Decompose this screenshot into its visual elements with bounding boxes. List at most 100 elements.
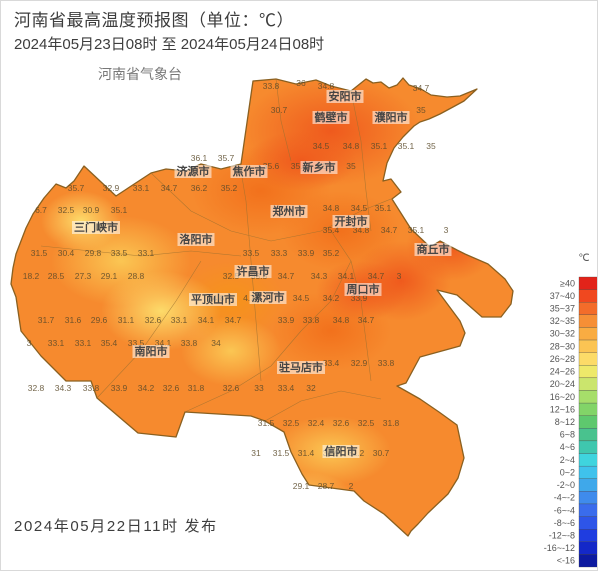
- svg-text:31.7: 31.7: [38, 315, 55, 325]
- svg-text:许昌市: 许昌市: [237, 264, 270, 278]
- svg-text:36.2: 36.2: [191, 183, 208, 193]
- svg-text:33: 33: [254, 383, 264, 393]
- svg-text:27.3: 27.3: [75, 271, 92, 281]
- svg-text:2~4: 2~4: [560, 455, 575, 465]
- svg-text:20~24: 20~24: [550, 379, 575, 389]
- svg-text:-8~-6: -8~-6: [554, 518, 575, 528]
- svg-text:31.8: 31.8: [383, 418, 400, 428]
- svg-text:28.5: 28.5: [48, 271, 65, 281]
- svg-text:33.3: 33.3: [271, 248, 288, 258]
- svg-text:29.1: 29.1: [293, 481, 310, 491]
- svg-text:34.5: 34.5: [351, 203, 368, 213]
- svg-text:28.8: 28.8: [128, 271, 145, 281]
- svg-text:31.4: 31.4: [298, 448, 315, 458]
- svg-text:32.5: 32.5: [58, 205, 75, 215]
- svg-text:35.7: 35.7: [218, 153, 235, 163]
- svg-text:31.8: 31.8: [188, 383, 205, 393]
- svg-text:29.1: 29.1: [101, 271, 118, 281]
- svg-text:三门峡市: 三门峡市: [74, 220, 118, 234]
- svg-text:35.1: 35.1: [371, 141, 388, 151]
- svg-text:33.5: 33.5: [111, 248, 128, 258]
- svg-text:32.8: 32.8: [28, 383, 45, 393]
- svg-text:12~16: 12~16: [550, 404, 575, 414]
- svg-text:35: 35: [416, 105, 426, 115]
- svg-text:2: 2: [349, 481, 354, 491]
- svg-text:29.8: 29.8: [85, 248, 102, 258]
- svg-text:鹤壁市: 鹤壁市: [315, 110, 348, 124]
- svg-text:35: 35: [346, 161, 356, 171]
- svg-text:34.1: 34.1: [338, 271, 355, 281]
- svg-text:34.8: 34.8: [318, 81, 335, 91]
- svg-text:35.7: 35.7: [68, 183, 85, 193]
- svg-text:34.5: 34.5: [293, 293, 310, 303]
- svg-text:35.1: 35.1: [375, 203, 392, 213]
- svg-text:33.1: 33.1: [48, 338, 65, 348]
- svg-text:29.6: 29.6: [91, 315, 108, 325]
- svg-text:33.9: 33.9: [298, 248, 315, 258]
- svg-text:3: 3: [444, 225, 449, 235]
- svg-text:24~26: 24~26: [550, 367, 575, 377]
- svg-text:35: 35: [426, 141, 436, 151]
- svg-text:32.6: 32.6: [163, 383, 180, 393]
- svg-text:34.7: 34.7: [358, 315, 375, 325]
- svg-text:新乡市: 新乡市: [303, 160, 336, 174]
- svg-text:32.6: 32.6: [145, 315, 162, 325]
- svg-text:32.5: 32.5: [358, 418, 375, 428]
- svg-text:≥40: ≥40: [560, 278, 575, 288]
- svg-text:34.8: 34.8: [333, 315, 350, 325]
- svg-text:3: 3: [27, 338, 32, 348]
- svg-text:18.2: 18.2: [23, 271, 40, 281]
- svg-text:33.8: 33.8: [263, 81, 280, 91]
- svg-text:34.7: 34.7: [278, 271, 295, 281]
- svg-text:16~20: 16~20: [550, 392, 575, 402]
- svg-text:31.5: 31.5: [273, 448, 290, 458]
- svg-text:34.7: 34.7: [381, 225, 398, 235]
- svg-text:-12~-8: -12~-8: [549, 530, 575, 540]
- svg-text:31: 31: [251, 448, 261, 458]
- svg-text:30~32: 30~32: [550, 329, 575, 339]
- svg-text:驻马店市: 驻马店市: [279, 360, 323, 374]
- svg-text:漯河市: 漯河市: [252, 290, 285, 304]
- svg-text:33.4: 33.4: [323, 358, 340, 368]
- svg-text:信阳市: 信阳市: [325, 444, 358, 458]
- svg-text:34.1: 34.1: [198, 315, 215, 325]
- svg-text:平顶山市: 平顶山市: [191, 292, 235, 306]
- svg-text:32.4: 32.4: [308, 418, 325, 428]
- svg-text:34.5: 34.5: [313, 141, 330, 151]
- svg-text:33.1: 33.1: [75, 338, 92, 348]
- svg-text:34.2: 34.2: [138, 383, 155, 393]
- svg-text:30.4: 30.4: [58, 248, 75, 258]
- svg-text:周口市: 周口市: [347, 282, 380, 296]
- svg-text:焦作市: 焦作市: [232, 164, 266, 178]
- svg-text:30.7: 30.7: [373, 448, 390, 458]
- svg-text:33.8: 33.8: [303, 315, 320, 325]
- svg-text:4~6: 4~6: [560, 442, 575, 452]
- svg-text:30.9: 30.9: [83, 205, 100, 215]
- svg-text:济源市: 济源市: [177, 164, 210, 178]
- svg-text:32.9: 32.9: [103, 183, 120, 193]
- svg-text:28.7: 28.7: [318, 481, 335, 491]
- svg-text:35.1: 35.1: [398, 141, 415, 151]
- svg-text:33.8: 33.8: [181, 338, 198, 348]
- svg-text:34.7: 34.7: [161, 183, 178, 193]
- svg-text:洛阳市: 洛阳市: [180, 232, 213, 246]
- svg-text:36.1: 36.1: [191, 153, 208, 163]
- svg-text:34.8: 34.8: [323, 203, 340, 213]
- svg-text:34.3: 34.3: [55, 383, 72, 393]
- svg-text:33.4: 33.4: [278, 383, 295, 393]
- svg-text:34.2: 34.2: [323, 293, 340, 303]
- svg-text:37~40: 37~40: [550, 291, 575, 301]
- svg-text:31.5: 31.5: [31, 248, 48, 258]
- svg-text:30.7: 30.7: [271, 105, 288, 115]
- svg-text:32.6: 32.6: [223, 383, 240, 393]
- svg-text:34.3: 34.3: [311, 271, 328, 281]
- svg-text:32.9: 32.9: [351, 358, 368, 368]
- svg-text:商丘市: 商丘市: [417, 242, 450, 256]
- svg-text:35.1: 35.1: [111, 205, 128, 215]
- svg-text:34.7: 34.7: [368, 271, 385, 281]
- svg-text:<-16: <-16: [557, 556, 575, 566]
- svg-text:32.5: 32.5: [283, 418, 300, 428]
- svg-text:31.1: 31.1: [118, 315, 135, 325]
- svg-text:-16~-12: -16~-12: [544, 543, 575, 553]
- svg-text:33.8: 33.8: [83, 383, 100, 393]
